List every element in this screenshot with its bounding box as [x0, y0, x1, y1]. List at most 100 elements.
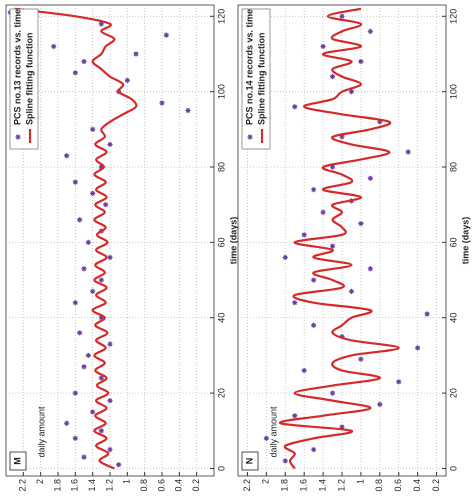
scatter-point: [107, 398, 113, 404]
scatter-point: [107, 254, 113, 261]
y-tick-label: 0.2: [191, 479, 201, 492]
y-tick-label: 1.8: [52, 479, 62, 492]
legend-label: PCS no.14 records vs. time: [244, 9, 254, 125]
scatter-point: [348, 89, 355, 95]
scatter-point: [98, 428, 104, 434]
scatter-point: [311, 187, 317, 193]
scatter-point: [292, 413, 298, 419]
scatter-point: [98, 21, 104, 27]
scatter-point: [282, 458, 288, 464]
scatter-point: [72, 179, 78, 185]
y-tick-label: 0.4: [174, 479, 184, 492]
scatter-point: [367, 266, 373, 272]
y-tick-label: 0.8: [374, 479, 384, 492]
y-tick-label: 2: [35, 479, 45, 484]
x-tick-label: 40: [216, 313, 226, 323]
legend-label: Spline fitting function: [256, 33, 266, 125]
scatter-point: [98, 277, 104, 283]
scatter-point: [116, 462, 122, 468]
scatter-point: [98, 164, 104, 170]
scatter-point: [339, 424, 345, 430]
scatter-point: [133, 51, 139, 57]
y-tick-label: 0.4: [412, 479, 422, 492]
scatter-point: [292, 300, 298, 306]
panel-label-box: [9, 451, 27, 471]
x-tick-label: 20: [216, 388, 226, 398]
x-tick-label: 120: [216, 9, 226, 24]
panel-label: M: [12, 457, 22, 465]
legend-box: [241, 8, 271, 150]
y-tick-label: 1.4: [87, 479, 97, 492]
legend-label: Spline fitting function: [24, 33, 34, 125]
scatter-point: [367, 28, 373, 34]
scatter-point: [320, 43, 326, 50]
legend-label: PCS no.13 records vs. time: [12, 9, 22, 125]
x-tick-label: 80: [448, 162, 458, 172]
scatter-point: [329, 243, 336, 249]
scatter-point: [396, 379, 402, 385]
scatter-point: [124, 77, 130, 83]
scatter-point: [81, 454, 87, 460]
x-tick-label: 120: [448, 9, 458, 24]
x-tick-label: 100: [216, 84, 226, 99]
scatter-point: [77, 217, 83, 223]
x-tick-label: 0: [216, 466, 226, 471]
y-tick-label: 1: [355, 479, 365, 484]
y-tick-label: 1.2: [336, 479, 346, 492]
panel-label: N: [244, 458, 254, 465]
spline-line: [14, 7, 138, 470]
scatter-point: [358, 58, 364, 65]
scatter-point: [90, 190, 96, 196]
scatter-point: [72, 300, 78, 306]
y-tick-label: 0.6: [156, 479, 166, 492]
x-tick-label: 100: [448, 84, 458, 99]
scatter-point: [329, 390, 336, 396]
y-tick-label: 1: [122, 479, 132, 484]
x-tick-label: 40: [448, 313, 458, 323]
scatter-point: [98, 315, 104, 321]
scatter-point: [377, 119, 383, 125]
scatter-point: [311, 447, 317, 453]
y-tick-label: 0.6: [393, 479, 403, 492]
scatter-point: [159, 100, 165, 106]
scatter-point: [185, 107, 191, 114]
y-axis-title: daily amount: [268, 406, 278, 458]
scatter-point: [339, 333, 345, 340]
x-tick-label: 60: [448, 237, 458, 247]
scatter-point: [329, 164, 336, 170]
legend-marker: [247, 134, 253, 140]
scatter-point: [90, 126, 96, 132]
scatter-point: [377, 401, 383, 408]
scatter-point: [301, 232, 307, 238]
scatter-point: [339, 134, 345, 140]
y-tick-label: 0.2: [431, 479, 441, 492]
scatter-point: [85, 239, 91, 245]
scatter-point: [103, 202, 109, 208]
scatter-point: [263, 435, 269, 441]
y-axis-title: daily amount: [36, 406, 46, 458]
scatter-point: [72, 435, 78, 441]
y-tick-label: 1.6: [70, 479, 80, 492]
scatter-point: [358, 356, 364, 362]
scatter-point: [90, 409, 96, 415]
x-tick-label: 0: [448, 466, 458, 471]
y-tick-label: 2.2: [242, 479, 252, 492]
scatter-point: [311, 277, 317, 283]
legend-box: [9, 8, 39, 150]
scatter-point: [358, 220, 364, 227]
panel-label-box: [241, 451, 259, 471]
scatter-point: [64, 420, 70, 426]
scatter-point: [367, 175, 373, 181]
x-tick-label: 80: [216, 162, 226, 172]
legend-marker: [15, 134, 21, 140]
y-tick-label: 2: [261, 479, 271, 484]
y-tick-label: 2.2: [18, 479, 28, 492]
scatter-point: [415, 345, 421, 351]
scatter-point: [348, 288, 355, 294]
scatter-point: [81, 266, 87, 272]
scatter-point: [339, 13, 345, 19]
y-tick-label: 0.8: [139, 479, 149, 492]
y-tick-label: 1.8: [280, 479, 290, 492]
scatter-point: [72, 70, 78, 76]
